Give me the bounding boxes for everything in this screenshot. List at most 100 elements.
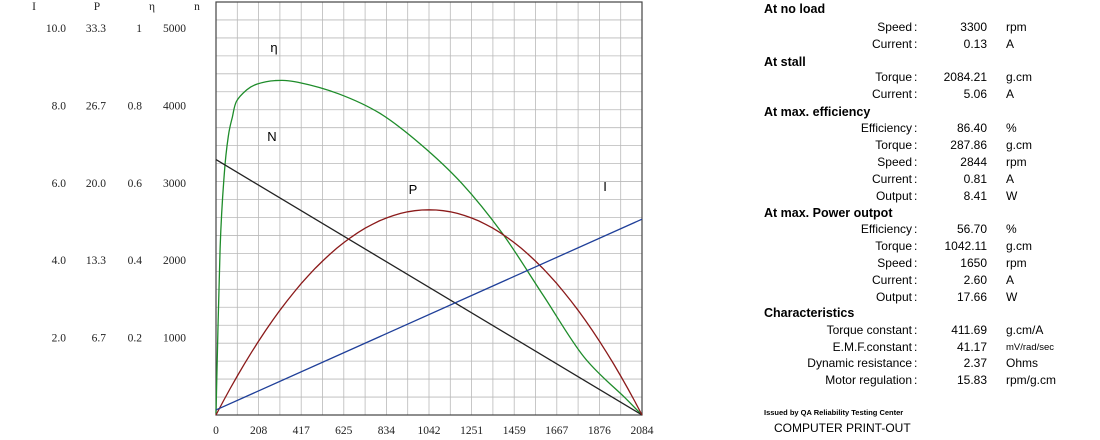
spec-label: Torque constant [826,323,912,337]
axis-header: η [149,1,155,13]
spec-label: Speed [877,256,912,270]
axis-tick-label: 4.0 [52,255,67,267]
spec-row-stall-current: Current: 5.06 A [764,87,1100,104]
spec-label: Current [871,172,912,186]
x-tick-label: 0 [213,425,219,437]
section-title-max-power: At max. Power outpot [764,206,893,220]
spec-unit: W [1006,290,1018,304]
x-tick-label: 417 [293,425,311,437]
spec-label: Current [871,37,912,51]
computer-printout-label: COMPUTER PRINT-OUT [774,421,911,435]
spec-value: 1650 [960,256,987,270]
spec-row-power-speed: Speed: 1650 rpm [764,256,1100,273]
plot-frame [215,1,643,416]
spec-label: Output [875,189,912,203]
spec-label: Efficiency [860,222,912,236]
x-tick-label: 625 [335,425,353,437]
colon: : [914,239,918,253]
spec-unit: rpm [1006,155,1027,169]
curve-P [215,209,643,416]
chart-curves [215,79,643,416]
spec-value: 56.70 [956,222,987,236]
curve-name-label: P [409,182,418,197]
curve-I [215,218,643,411]
axis-tick-label: 2.0 [52,333,67,345]
spec-unit: rpm/g.cm [1006,373,1057,387]
axis-header: n [194,1,200,13]
colon: : [914,323,918,337]
spec-row-no-load-current: Current: 0.13 A [764,37,1100,54]
spec-label: Torque [875,70,912,84]
spec-value: 5.06 [963,87,987,101]
spec-row-eff-output: Output: 8.41 W [764,189,1100,206]
spec-label: Speed [877,155,912,169]
spec-label: Motor regulation [825,373,912,387]
spec-value: 2.37 [963,356,987,370]
colon: : [914,87,918,101]
axis-tick-label: 33.3 [86,23,106,35]
axis-tick-label: 0.6 [128,178,143,190]
colon: : [914,189,918,203]
curve-name-label: η [270,40,277,55]
colon: : [914,70,918,84]
colon: : [914,290,918,304]
colon: : [914,373,918,387]
colon: : [914,172,918,186]
spec-row-stall-torque: Torque: 2084.21 g.cm [764,70,1100,87]
spec-unit: mV/rad/sec [1006,342,1055,353]
spec-label: E.M.F.constant [832,340,912,354]
axis-tick-label: 1000 [163,333,186,345]
spec-row-power-torque: Torque: 1042.11 g.cm [764,239,1100,256]
spec-label: Dynamic resistance [807,356,912,370]
spec-row-eff-efficiency: Efficiency: 86.40% [764,121,1100,138]
spec-row-dynamic-resistance: Dynamic resistance: 2.37 Ohms [764,356,1100,373]
colon: : [914,121,918,135]
spec-label: Current [871,273,912,287]
axis-tick-label: 10.0 [46,23,66,35]
axis-tick-label: 0.2 [128,333,143,345]
axis-tick-label: 0.4 [128,255,143,267]
x-tick-label: 1251 [460,425,483,437]
spec-value: 41.17 [956,340,987,354]
spec-row-power-current: Current: 2.60 A [764,273,1100,290]
spec-unit: g.cm [1006,70,1033,84]
spec-row-torque-constant: Torque constant: 411.69 g.cm/A [764,323,1100,340]
spec-row-no-load-speed: Speed: 3300 rpm [764,20,1100,37]
spec-value: 86.40 [956,121,987,135]
spec-value: 2844 [960,155,987,169]
spec-value: 8.41 [963,189,987,203]
axis-tick-label: 0.8 [128,100,143,112]
section-title-stall: At stall [764,55,806,69]
spec-unit: g.cm [1006,239,1033,253]
colon: : [914,138,918,152]
axis-tick-label: 5000 [163,23,186,35]
curve-name-label: N [267,129,276,144]
spec-value: 15.83 [956,373,987,387]
spec-value: 2084.21 [943,70,987,84]
spec-value: 3300 [960,20,987,34]
spec-unit: % [1006,222,1017,236]
spec-value: 287.86 [950,138,987,152]
axis-tick-label: 6.0 [52,178,67,190]
curve-n [215,159,643,416]
spec-row-power-efficiency: Efficiency: 56.70% [764,222,1100,239]
spec-value: 411.69 [951,323,987,337]
colon: : [914,20,918,34]
axis-tick-label: 4000 [163,100,186,112]
colon: : [914,222,918,236]
spec-label: Speed [877,20,912,34]
axis-tick-label: 26.7 [86,100,106,112]
colon: : [914,37,918,51]
colon: : [914,356,918,370]
spec-unit: rpm [1006,20,1027,34]
axis-tick-label: 2000 [163,255,186,267]
spec-value: 1042.11 [944,239,988,253]
spec-row-motor-regulation: Motor regulation: 15.83 rpm/g.cm [764,373,1100,390]
colon: : [914,155,918,169]
spec-unit: A [1006,37,1015,51]
spec-value: 17.66 [956,290,987,304]
colon: : [914,273,918,287]
section-title-characteristics: Characteristics [764,306,855,320]
issued-by-note: Issued by QA Reliability Testing Center [764,408,904,417]
